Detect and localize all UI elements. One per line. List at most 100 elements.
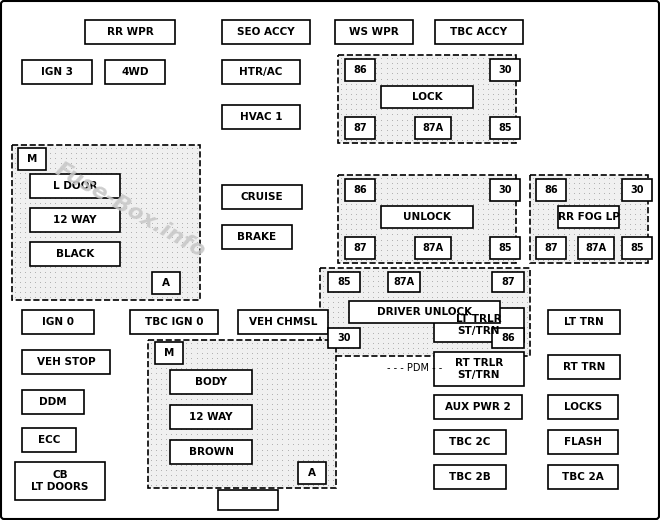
Point (191, 339, 202, 347)
Point (482, 110, 493, 119)
Point (604, 251, 614, 259)
Point (604, 230, 614, 239)
Point (378, 308, 388, 316)
Point (512, 297, 522, 306)
Point (126, 168, 137, 177)
Point (397, 110, 407, 119)
Point (391, 115, 402, 124)
Point (568, 240, 579, 249)
Point (20, 228, 30, 237)
Point (131, 293, 142, 301)
Point (521, 297, 532, 306)
Point (437, 200, 447, 208)
Point (25, 174, 36, 182)
Point (60, 213, 71, 222)
Point (201, 450, 212, 459)
Point (308, 359, 318, 368)
Point (368, 323, 378, 332)
Point (328, 430, 339, 438)
Point (452, 80, 463, 88)
Point (368, 333, 378, 342)
Point (492, 251, 503, 259)
Point (482, 115, 493, 124)
Point (277, 364, 288, 372)
Point (222, 400, 232, 408)
Point (25, 273, 36, 281)
Point (323, 288, 333, 296)
Point (40, 213, 51, 222)
Point (226, 395, 237, 403)
Point (477, 251, 488, 259)
Point (437, 179, 447, 187)
Point (412, 115, 422, 124)
Point (247, 435, 257, 444)
Point (166, 380, 176, 388)
Point (141, 278, 152, 286)
Text: LT TRN: LT TRN (564, 317, 604, 327)
Point (81, 233, 91, 242)
Point (317, 369, 328, 378)
Point (267, 369, 278, 378)
Point (211, 445, 222, 453)
Point (116, 243, 127, 252)
Point (352, 267, 363, 275)
Point (45, 209, 55, 217)
Bar (222, 105, 300, 129)
Text: TBC IGN 0: TBC IGN 0 (145, 317, 203, 327)
Point (216, 461, 227, 469)
Point (267, 354, 278, 362)
Point (181, 369, 191, 378)
Point (477, 200, 488, 208)
Point (447, 74, 457, 83)
Point (619, 204, 630, 213)
Point (50, 248, 61, 256)
Point (328, 384, 339, 393)
Point (432, 204, 442, 213)
Point (166, 410, 176, 418)
Point (186, 359, 197, 368)
Point (477, 256, 488, 264)
Point (298, 339, 308, 347)
Point (376, 54, 387, 62)
Point (482, 313, 492, 321)
Point (361, 110, 372, 119)
Point (502, 267, 512, 275)
Point (392, 323, 403, 332)
Point (498, 126, 508, 134)
Point (487, 277, 498, 285)
Point (498, 59, 508, 67)
Point (257, 400, 267, 408)
Point (40, 159, 51, 167)
Point (387, 303, 398, 311)
Point (401, 179, 412, 187)
Point (361, 215, 372, 223)
Point (457, 194, 468, 203)
Point (287, 395, 298, 403)
Point (186, 364, 197, 372)
Point (25, 238, 36, 246)
Point (462, 95, 473, 103)
Point (630, 200, 640, 208)
Point (247, 389, 257, 398)
Point (302, 425, 313, 433)
Point (327, 313, 338, 321)
Point (226, 359, 237, 368)
Point (262, 369, 273, 378)
Point (60, 258, 71, 266)
Point (151, 248, 162, 256)
Point (313, 450, 323, 459)
Point (467, 59, 478, 67)
Point (386, 210, 397, 218)
Point (503, 174, 513, 182)
Point (427, 194, 438, 203)
Point (90, 278, 101, 286)
Point (302, 461, 313, 469)
Point (90, 154, 101, 162)
Point (116, 199, 127, 207)
Point (356, 256, 366, 264)
Point (55, 154, 66, 162)
Point (287, 420, 298, 428)
Point (352, 288, 363, 296)
Point (558, 200, 569, 208)
Point (416, 194, 427, 203)
